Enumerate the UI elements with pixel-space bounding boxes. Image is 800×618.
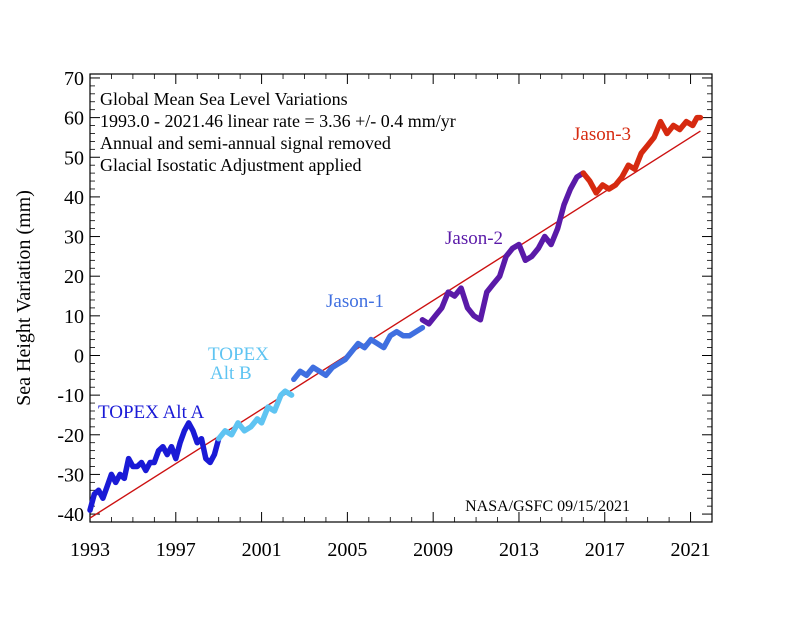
series-label: Jason-2	[445, 228, 503, 249]
series-label: TOPEX	[208, 344, 269, 365]
series-line	[87, 420, 222, 513]
series-line	[215, 388, 295, 442]
title-line: Glacial Isostatic Adjustment applied	[100, 155, 361, 175]
trend-line-group	[89, 130, 701, 519]
x-tick-label: 1993	[70, 539, 110, 561]
y-tick-label: -20	[57, 425, 84, 447]
y-tick-label: 70	[64, 68, 84, 90]
y-axis-label: Sea Height Variation (mm)	[13, 190, 35, 406]
x-tick-label: 2017	[585, 539, 625, 561]
series-label: TOPEX Alt A	[98, 402, 205, 423]
plot-frame	[89, 73, 713, 523]
series-line	[291, 324, 426, 383]
y-tick-label: 40	[64, 187, 84, 209]
y-tick-labels: -40 -30 -20 -10 0 10 20 30 40 50 60 70	[57, 68, 84, 526]
y-tick-label: -30	[57, 464, 84, 486]
title-line: Annual and semi-annual signal removed	[100, 133, 391, 153]
series-line	[419, 170, 587, 327]
axis-ticks	[89, 74, 713, 522]
x-tick-label: 2005	[327, 539, 367, 561]
y-tick-label: 30	[64, 227, 84, 249]
x-tick-labels: 1993 1997 2001 2005 2009 2013 2017 2021	[70, 539, 711, 561]
x-tick-label: 1997	[156, 539, 196, 561]
y-tick-label: 20	[64, 266, 84, 288]
trend-line	[89, 130, 701, 519]
y-tick-label: 60	[64, 108, 84, 130]
y-tick-label: 50	[64, 147, 84, 169]
credit-text: NASA/GSFC 09/15/2021	[465, 498, 630, 515]
series-group	[87, 114, 704, 513]
series-label: Alt B	[210, 363, 252, 384]
series-label: Jason-3	[573, 124, 631, 145]
y-tick-label: -10	[57, 385, 84, 407]
x-tick-label: 2013	[499, 539, 539, 561]
title-line: Global Mean Sea Level Variations	[100, 89, 348, 109]
x-tick-label: 2021	[671, 539, 711, 561]
series-line	[580, 114, 704, 196]
y-tick-label: 10	[64, 306, 84, 328]
x-tick-label: 2009	[413, 539, 453, 561]
y-tick-label: -40	[57, 504, 84, 526]
x-tick-label: 2001	[242, 539, 282, 561]
title-line: 1993.0 - 2021.46 linear rate = 3.36 +/- …	[100, 111, 456, 131]
series-label: Jason-1	[326, 291, 384, 312]
y-tick-label: 0	[74, 345, 84, 367]
